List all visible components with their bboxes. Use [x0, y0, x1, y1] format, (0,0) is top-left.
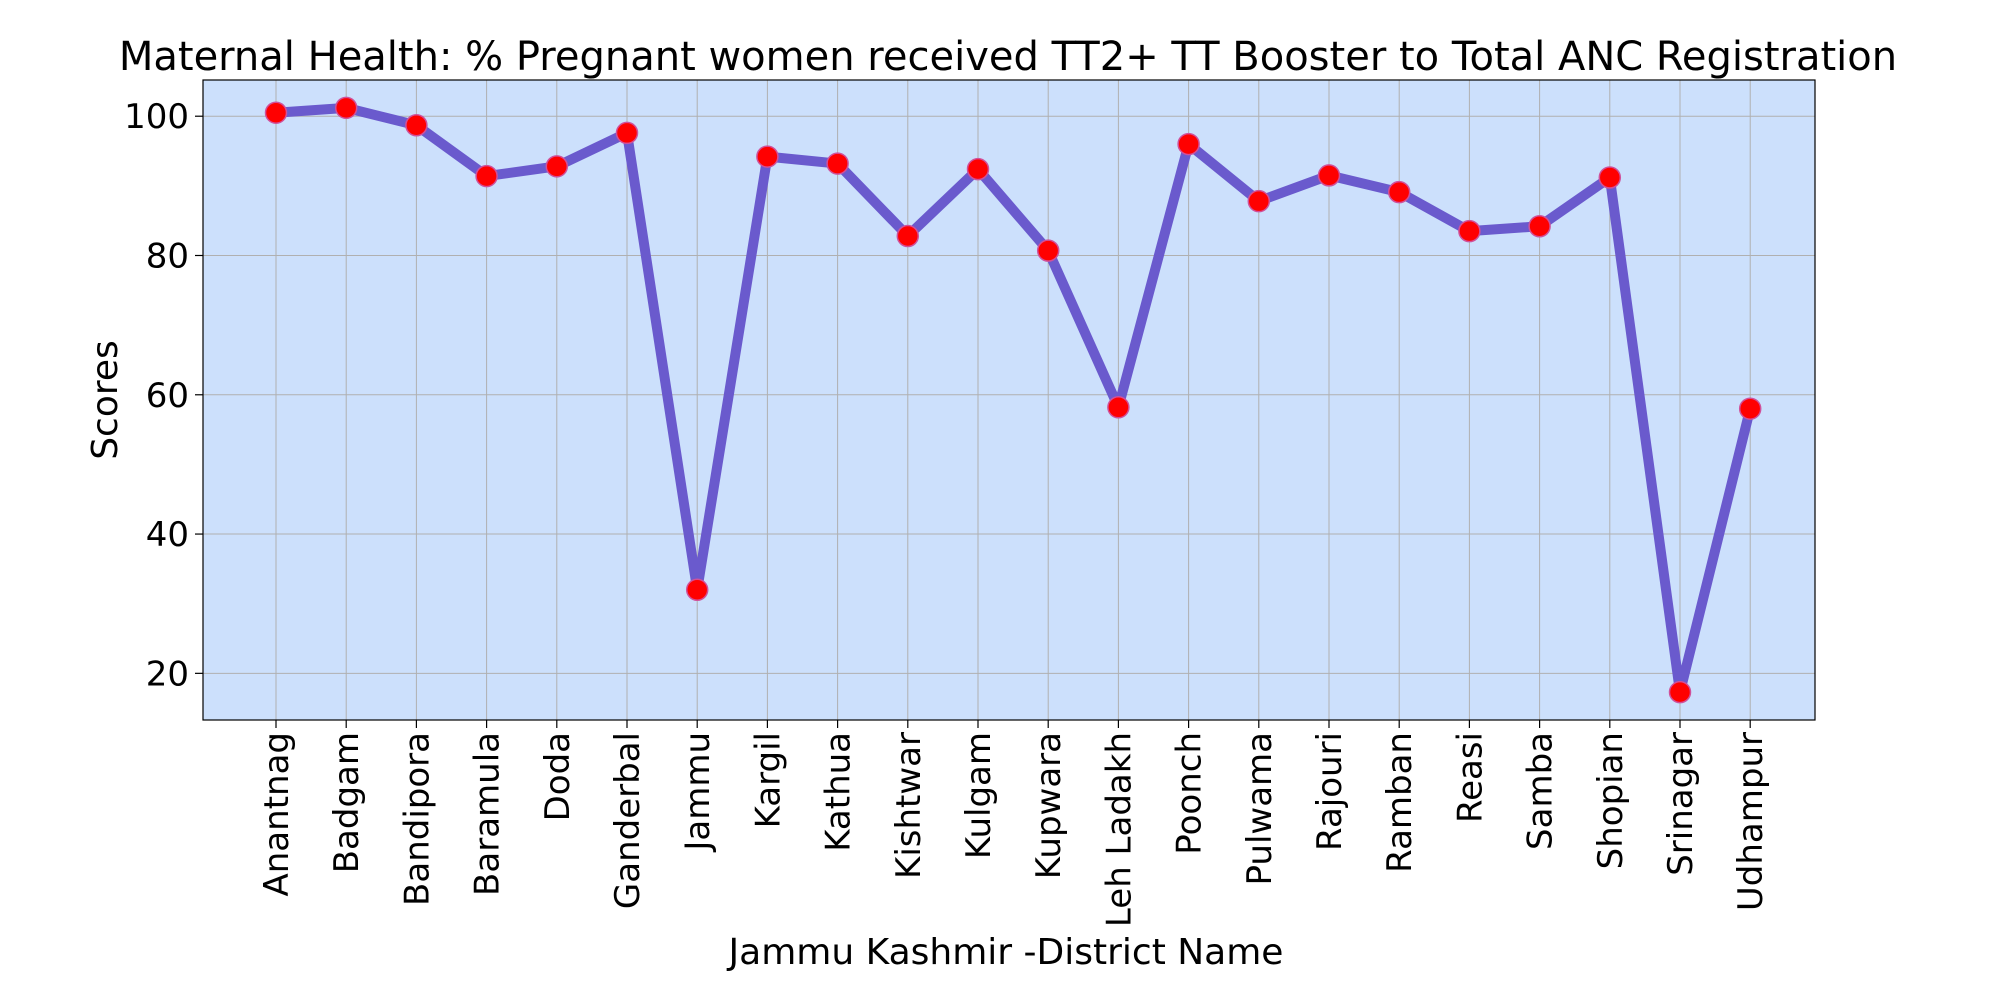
x-tick-label: Udhampur — [1731, 732, 1771, 911]
x-tick-label: Anantnag — [257, 732, 297, 897]
x-tick-label: Srinagar — [1661, 732, 1701, 876]
x-tick-label: Kathua — [819, 732, 859, 852]
y-tick-label: 20 — [146, 654, 189, 694]
x-axis: Anantnag Badgam Bandipora Baramula Doda Gande… — [257, 720, 1771, 927]
x-tick-label: Leh Ladakh — [1099, 732, 1139, 927]
plot-frame — [202, 79, 1816, 721]
x-tick-label: Poonch — [1170, 732, 1210, 855]
data-point — [896, 224, 920, 248]
data-point — [545, 155, 569, 178]
data-point — [1247, 189, 1271, 213]
x-tick-label: Rajouri — [1310, 732, 1350, 851]
x-tick-label: Bandipora — [397, 732, 437, 906]
x-tick-label: Baramula — [468, 732, 508, 896]
data-point — [1036, 239, 1060, 262]
data-point — [1317, 164, 1341, 187]
data-point — [615, 121, 639, 145]
data-point — [1458, 219, 1481, 243]
x-tick-label: Jammu — [678, 732, 718, 853]
x-tick-label: Kulgam — [959, 732, 999, 859]
data-point — [1528, 214, 1551, 238]
y-axis-label: Scores — [85, 340, 126, 460]
data-point — [1107, 396, 1130, 419]
x-axis-label: Jammu Kashmir -District Name — [727, 932, 1284, 973]
data-point — [405, 114, 428, 137]
data-point — [1598, 166, 1622, 189]
x-tick-label: Kupwara — [1029, 732, 1069, 879]
data-point — [334, 96, 358, 120]
x-tick-label: Badgam — [327, 732, 367, 873]
y-tick-label: 80 — [146, 236, 189, 276]
data-point — [1387, 180, 1411, 204]
y-tick-label: 60 — [146, 376, 189, 416]
x-tick-label: Pulwama — [1240, 732, 1280, 886]
data-point — [756, 145, 779, 168]
plot-area — [203, 80, 1815, 720]
x-tick-label: Reasi — [1450, 732, 1490, 823]
x-tick-label: Ramban — [1380, 732, 1420, 873]
y-tick-label: 40 — [146, 515, 189, 555]
data-point — [264, 101, 288, 124]
series-line — [271, 102, 1756, 698]
y-axis: 20 40 60 80 100 — [124, 97, 203, 694]
x-tick-label: Ganderbal — [608, 732, 648, 909]
x-tick-label: Samba — [1521, 732, 1561, 850]
x-tick-label: Kargil — [748, 732, 788, 828]
y-tick-label: 100 — [124, 97, 189, 137]
x-tick-label: Shopian — [1591, 732, 1631, 869]
data-point — [685, 578, 709, 602]
x-tick-label: Kishtwar — [889, 732, 929, 879]
data-point — [966, 157, 990, 181]
data-point — [1177, 132, 1200, 156]
series — [264, 96, 1762, 704]
data-point — [1668, 680, 1692, 704]
chart-title: Maternal Health: % Pregnant women receiv… — [119, 34, 1897, 80]
data-point — [826, 152, 849, 175]
data-point — [1738, 397, 1762, 420]
x-tick-label: Doda — [538, 732, 578, 821]
data-point — [475, 164, 498, 188]
